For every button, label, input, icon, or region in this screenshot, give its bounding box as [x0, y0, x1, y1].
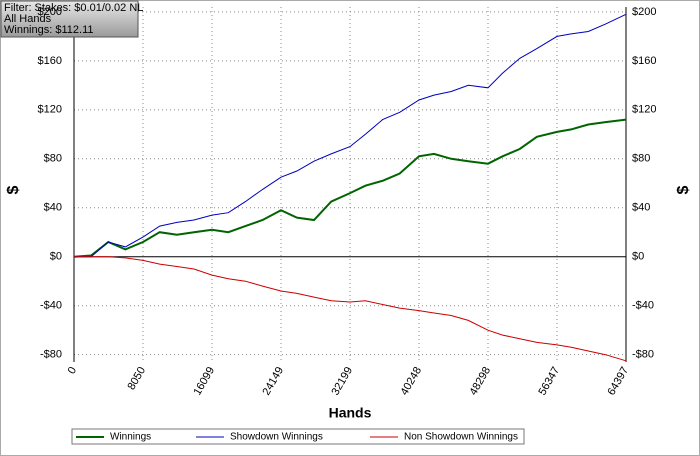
y-tick-label: -$40 — [40, 300, 62, 312]
legend-label: Non Showdown Winnings — [404, 432, 518, 443]
y2-tick-label: -$40 — [632, 300, 654, 312]
series-line — [74, 13, 627, 258]
series-line — [73, 118, 627, 258]
info-line: All Hands — [4, 13, 52, 25]
y2-tick-label: $0 — [632, 251, 644, 263]
y2-tick-label: $200 — [632, 6, 656, 18]
x-axis-title: Hands — [329, 405, 372, 421]
series-line — [74, 256, 627, 362]
y2-tick-label: $120 — [632, 104, 656, 116]
y2-tick-label: $160 — [632, 55, 656, 67]
y2-tick-label: $40 — [632, 202, 650, 214]
y-tick-label: $120 — [38, 104, 62, 116]
y-tick-label: $160 — [38, 55, 62, 67]
x-tick-label: 0 — [66, 365, 79, 376]
info-line: Filter: Stakes: $0.01/0.02 NL — [4, 2, 143, 14]
y2-tick-label: $80 — [632, 153, 650, 165]
y-axis-title: $ — [5, 185, 22, 194]
info-line: Winnings: $112.11 — [4, 24, 93, 36]
y-tick-label: $40 — [44, 202, 62, 214]
legend-label: Showdown Winnings — [230, 432, 323, 443]
y-tick-label: -$80 — [40, 349, 62, 361]
y2-tick-label: -$80 — [632, 349, 654, 361]
info-box — [0, 0, 139, 38]
y-tick-label: $0 — [50, 251, 62, 263]
y2-axis-title: $ — [675, 185, 692, 194]
legend-label: Winnings — [110, 432, 151, 443]
y-tick-label: $200 — [38, 6, 62, 18]
legend-box — [71, 428, 525, 445]
y-tick-label: $80 — [44, 153, 62, 165]
